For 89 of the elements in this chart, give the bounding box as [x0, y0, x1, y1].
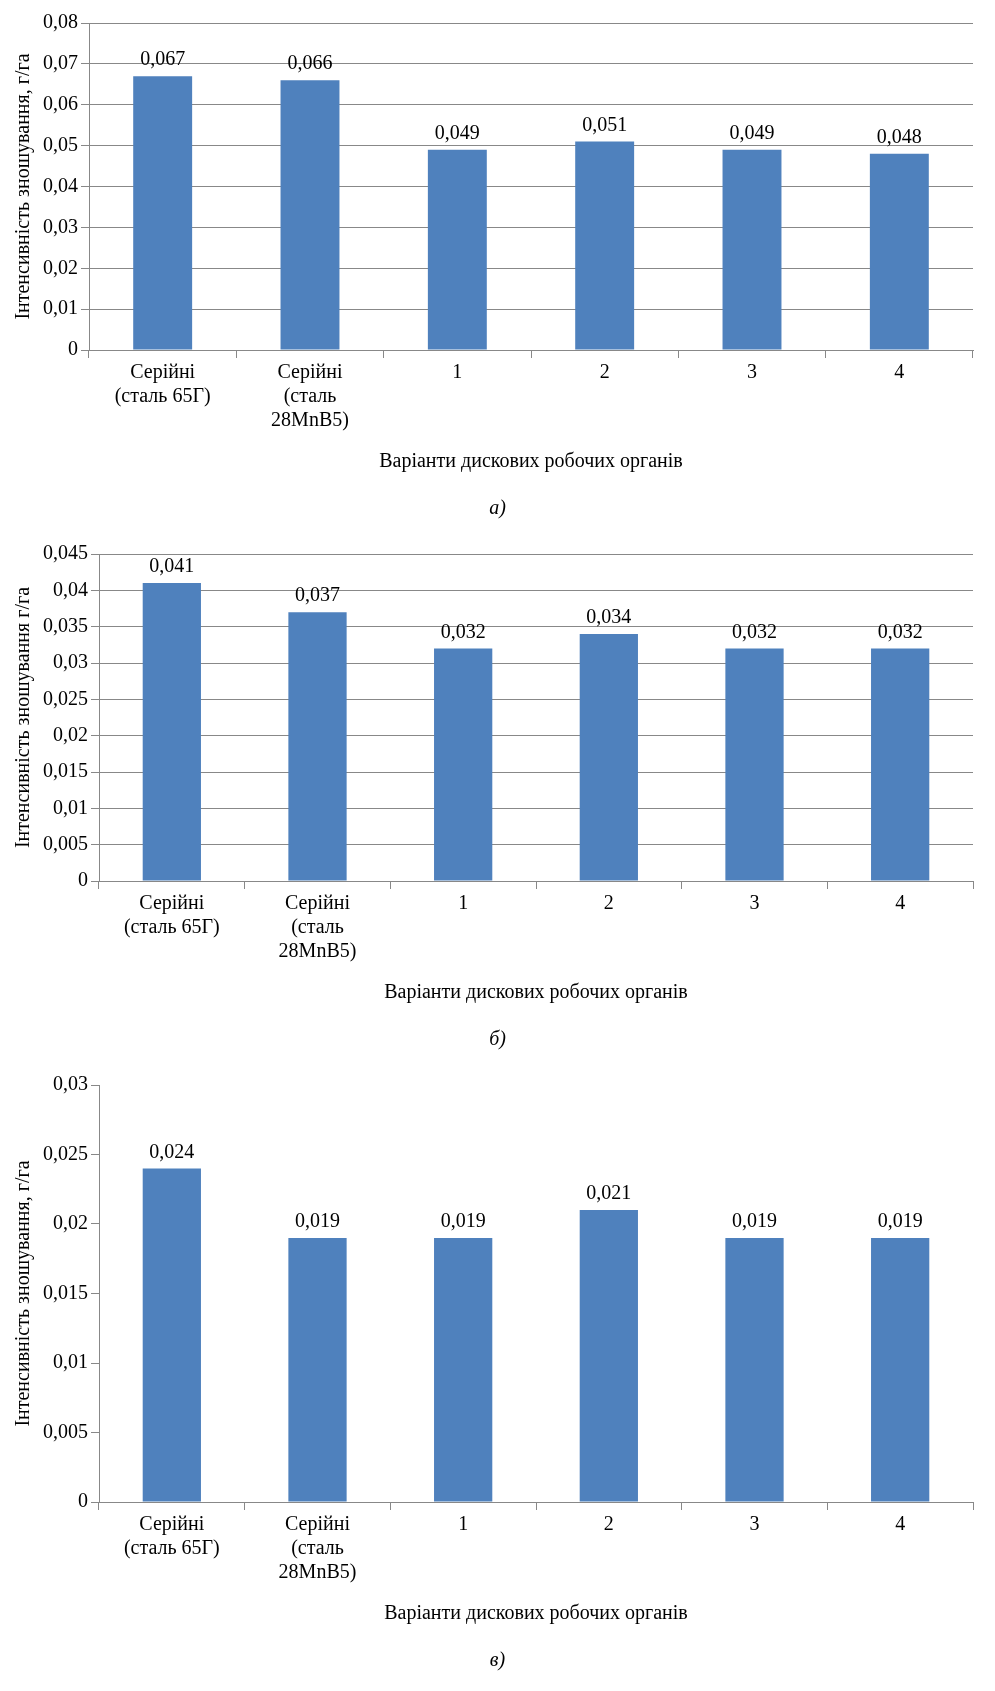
y-tick-label: 0,005: [43, 831, 88, 854]
y-tick-label: 0: [78, 868, 88, 891]
bar: [725, 648, 784, 881]
y-axis-title: Інтенсивність зношування, г/га: [11, 1160, 35, 1427]
data-label: 0,024: [149, 1139, 195, 1162]
y-tick-label: 0,03: [53, 1072, 88, 1095]
x-tick-label: Серійні (сталь 65Г): [114, 360, 211, 408]
x-tick-label: 4: [895, 891, 906, 914]
data-label: 0,019: [732, 1209, 777, 1232]
text: в): [488, 1648, 507, 1671]
data-label: 0,066: [287, 51, 333, 74]
y-tick-label: 0,03: [53, 650, 88, 673]
data-label: 0,021: [586, 1181, 632, 1204]
y-tick-label: 0,08: [43, 10, 78, 33]
y-tick-label: 0,03: [43, 214, 78, 237]
y-axis-title: Інтенсивність зношування г/га: [11, 586, 35, 849]
x-tick-label: 3: [749, 1512, 760, 1535]
bar: [133, 76, 193, 350]
data-label: 0,049: [434, 120, 480, 143]
x-tick-label: 1: [458, 1512, 469, 1535]
x-axis-title: Варіанти дискових робочих органів: [384, 1601, 688, 1625]
y-tick-label: 0,01: [53, 1350, 88, 1373]
x-tick-label: 2: [603, 1512, 614, 1535]
data-label: 0,048: [876, 125, 922, 148]
x-tick-label: Серійні (сталь 28MnB5): [278, 891, 357, 963]
data-label: 0,032: [440, 619, 486, 642]
bar: [722, 149, 782, 350]
data-label: 0,019: [877, 1209, 923, 1232]
y-tick-label: 0,025: [43, 1141, 88, 1164]
x-tick-label: 3: [749, 891, 760, 914]
x-axis-title: Варіанти дискових робочих органів: [384, 980, 688, 1004]
data-label: 0,034: [586, 605, 632, 628]
bar: [871, 1237, 930, 1502]
x-tick-label: 2: [603, 891, 614, 914]
bar: [142, 583, 201, 881]
y-tick-label: 0,01: [53, 795, 88, 818]
data-label: 0,019: [295, 1209, 340, 1232]
data-label: 0,067: [140, 47, 186, 70]
bar: [575, 141, 635, 350]
bar: [434, 1237, 493, 1502]
y-tick-label: 0,01: [43, 296, 78, 319]
y-tick-label: 0,02: [43, 255, 78, 278]
y-tick-label: 0,02: [53, 1211, 88, 1234]
y-tick-label: 0: [68, 337, 78, 360]
data-label: 0,032: [877, 619, 923, 642]
y-axis-title: Інтенсивність зношування, г/га: [11, 53, 35, 320]
y-tick-label: 0,035: [43, 613, 88, 636]
x-tick-label: 4: [894, 360, 905, 383]
bar: [579, 633, 638, 881]
x-tick-label: 4: [895, 1512, 906, 1535]
bar: [579, 1210, 638, 1502]
data-label: 0,019: [440, 1209, 486, 1232]
y-tick-label: 0,045: [43, 541, 88, 564]
x-axis-title: Варіанти дискових робочих органів: [379, 449, 683, 473]
data-label: 0,041: [149, 554, 195, 577]
data-label: 0,032: [732, 619, 777, 642]
y-tick-label: 0,04: [43, 173, 78, 196]
bar: [725, 1237, 784, 1502]
y-tick-label: 0,025: [43, 686, 88, 709]
bar: [288, 612, 347, 881]
data-label: 0,037: [295, 583, 340, 606]
bar: [288, 1237, 347, 1502]
y-tick-label: 0,015: [43, 759, 88, 782]
y-tick-label: 0,005: [43, 1419, 88, 1442]
x-tick-label: Серійні (сталь 28MnB5): [278, 1512, 357, 1584]
data-label: 0,049: [729, 120, 775, 143]
bar: [434, 648, 493, 881]
x-tick-label: Серійні (сталь 65Г): [123, 891, 220, 939]
x-tick-label: 1: [458, 891, 469, 914]
y-tick-label: 0,07: [43, 51, 78, 74]
bar: [280, 80, 340, 350]
y-tick-label: 0: [78, 1489, 88, 1512]
y-tick-label: 0,02: [53, 722, 88, 745]
bar: [871, 648, 930, 881]
y-tick-label: 0,015: [43, 1280, 88, 1303]
text: б): [488, 1027, 507, 1050]
bar: [427, 149, 487, 350]
text: а): [488, 496, 507, 519]
x-tick-label: 2: [599, 360, 610, 383]
x-tick-label: Серійні (сталь 28MnB5): [271, 360, 349, 432]
x-tick-label: 3: [747, 360, 757, 383]
y-tick-label: 0,06: [43, 92, 78, 114]
y-tick-label: 0,04: [53, 577, 88, 600]
bar: [869, 153, 929, 350]
x-tick-label: Серійні (сталь 65Г): [123, 1512, 220, 1560]
data-label: 0,051: [582, 112, 628, 135]
bar: [142, 1168, 201, 1502]
y-tick-label: 0,05: [43, 132, 78, 155]
x-tick-label: 1: [452, 360, 463, 383]
